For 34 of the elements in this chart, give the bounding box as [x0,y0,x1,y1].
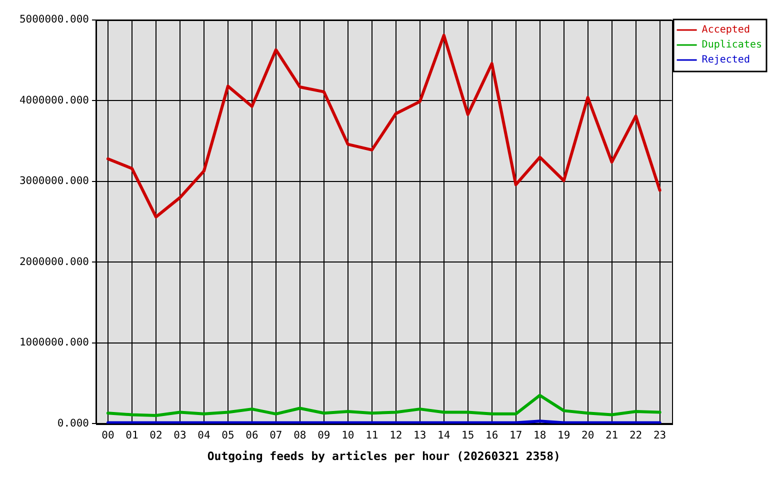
x-tick-label: 18 [534,430,546,442]
x-tick-label: 12 [390,430,402,442]
x-tick-label: 22 [629,430,642,442]
x-tick-label: 11 [366,430,378,442]
legend-label: Accepted [702,24,750,36]
x-tick-label: 00 [102,430,114,442]
y-tick-label: 2000000.000 [19,256,89,268]
x-tick-label: 15 [462,430,474,442]
x-tick-label: 06 [246,430,258,442]
x-tick-label: 01 [126,430,138,442]
x-tick-label: 02 [150,430,162,442]
x-tick-label: 03 [174,430,186,442]
x-tick-label: 08 [294,430,306,442]
y-tick-label: 5000000.000 [19,14,89,26]
x-tick-label: 07 [270,430,282,442]
legend-label: Duplicates [702,40,762,51]
x-tick-label: 23 [653,430,666,442]
y-tick-label: 1000000.000 [19,336,89,349]
x-tick-label: 10 [342,430,354,442]
x-tick-label: 09 [318,430,330,442]
x-tick-label: 04 [198,430,210,442]
y-tick-label: 4000000.000 [19,94,89,106]
y-tick-label: 0.000 [57,417,89,430]
x-tick-label: 16 [486,430,498,442]
x-tick-label: 19 [558,430,570,442]
x-tick-label: 17 [510,430,522,442]
x-tick-label: 21 [605,430,618,442]
x-tick-label: 20 [581,430,594,442]
x-tick-label: 14 [438,430,450,442]
x-axis-title: Outgoing feeds by articles per hour (20260321 2358) [207,449,560,464]
x-tick-label: 05 [222,430,234,442]
legend-label: Rejected [702,54,750,66]
x-tick-label: 13 [414,430,426,442]
y-tick-label: 3000000.000 [19,175,89,188]
